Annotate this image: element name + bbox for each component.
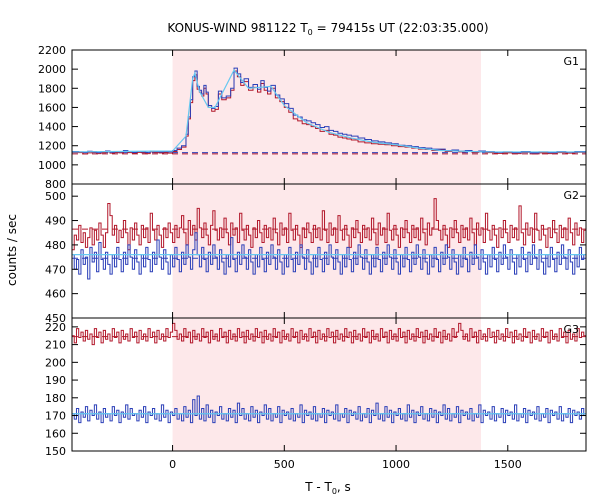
y-tick-label: 160 [45, 427, 66, 440]
x-tick-label: 0 [169, 458, 176, 471]
y-tick-label: 2200 [38, 44, 66, 57]
y-tick-label: 500 [45, 190, 66, 203]
y-tick-label: 1600 [38, 101, 66, 114]
y-axis-label: counts / sec [5, 214, 19, 286]
y-tick-label: 800 [45, 178, 66, 191]
y-tick-label: 480 [45, 239, 66, 252]
panel-label: G1 [563, 55, 579, 68]
series-red-g2 [72, 198, 586, 251]
x-axis-label: T - T0, s [304, 480, 351, 496]
y-tick-label: 460 [45, 288, 66, 301]
panel-g2: 450 460 470 480 490 500 G2 [45, 183, 587, 325]
y-tick-label: 450 [45, 312, 66, 325]
panel-frame [71, 317, 587, 452]
series-cyan-g1 [71, 68, 586, 153]
series-red-g3 [72, 322, 586, 346]
y-tick-label: 1000 [38, 159, 66, 172]
x-tick-label: 1000 [382, 458, 410, 471]
y-tick-label: 1400 [38, 121, 66, 134]
y-tick-label: 210 [45, 339, 66, 352]
panel-g3: 150 160 170 180 190 200 210 220 G3 [45, 317, 587, 458]
x-tick-label: 500 [274, 458, 295, 471]
y-tick-label: 2000 [38, 63, 66, 76]
y-tick-label: 470 [45, 263, 66, 276]
chart-title: KONUS-WIND 981122 T0 = 79415s UT (22:03:… [167, 21, 488, 37]
panel-g1: 800 1000 1200 1400 1600 1800 2000 2200 G1 [38, 44, 587, 191]
shaded-interval [172, 50, 481, 451]
y-tick-label: 200 [45, 356, 66, 369]
y-tick-label: 170 [45, 410, 66, 423]
y-tick-label: 1800 [38, 82, 66, 95]
panel-label: G2 [563, 189, 579, 202]
y-tick-label: 220 [45, 321, 66, 334]
y-tick-label: 490 [45, 215, 66, 228]
y-tick-label: 1200 [38, 140, 66, 153]
y-tick-label: 150 [45, 445, 66, 458]
y-tick-label: 190 [45, 374, 66, 387]
x-tick-label: 1500 [494, 458, 522, 471]
panel-label: G3 [563, 323, 579, 336]
y-tick-label: 180 [45, 392, 66, 405]
